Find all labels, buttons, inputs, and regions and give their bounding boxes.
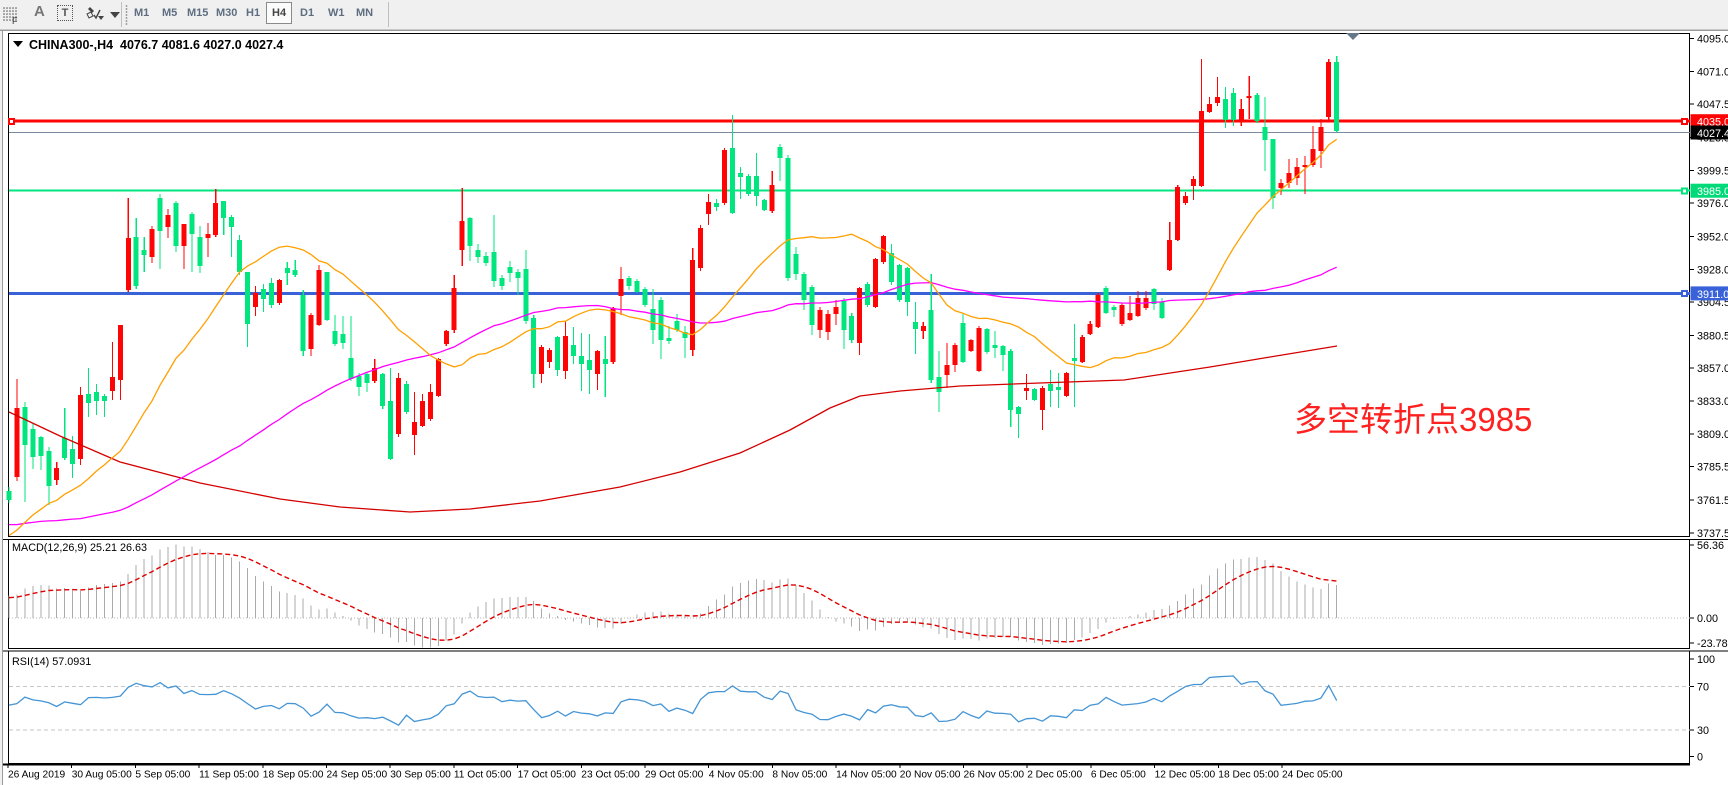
svg-text:CHINA300-,H4 4076.7 4081.6 40: CHINA300-,H4 4076.7 4081.6 4027.0 4027.4 [29, 38, 283, 52]
svg-text:RSI(14) 57.0931: RSI(14) 57.0931 [12, 656, 91, 668]
svg-text:3880.5: 3880.5 [1697, 330, 1728, 342]
svg-text:14 Nov 05:00: 14 Nov 05:00 [836, 770, 897, 781]
svg-text:30: 30 [1697, 725, 1709, 737]
svg-text:3911.0: 3911.0 [1697, 289, 1728, 301]
svg-text:4 Nov 05:00: 4 Nov 05:00 [709, 770, 764, 781]
svg-text:70: 70 [1697, 682, 1709, 694]
svg-text:24 Sep 05:00: 24 Sep 05:00 [327, 770, 388, 781]
svg-text:18 Dec 05:00: 18 Dec 05:00 [1218, 770, 1279, 781]
svg-text:12 Dec 05:00: 12 Dec 05:00 [1155, 770, 1216, 781]
svg-text:100: 100 [1697, 654, 1715, 666]
svg-text:4071.0: 4071.0 [1697, 67, 1728, 79]
svg-text:29 Oct 05:00: 29 Oct 05:00 [645, 770, 704, 781]
svg-text:6 Dec 05:00: 6 Dec 05:00 [1091, 770, 1146, 781]
svg-text:3928.0: 3928.0 [1697, 265, 1728, 277]
svg-text:4047.5: 4047.5 [1697, 99, 1728, 111]
svg-text:23 Oct 05:00: 23 Oct 05:00 [581, 770, 640, 781]
svg-text:3785.5: 3785.5 [1697, 462, 1728, 474]
svg-text:3809.0: 3809.0 [1697, 429, 1728, 441]
svg-text:多空转折点3985: 多空转折点3985 [1294, 401, 1532, 438]
svg-text:3857.0: 3857.0 [1697, 363, 1728, 375]
svg-text:MACD(12,26,9) 25.21 26.63: MACD(12,26,9) 25.21 26.63 [12, 542, 147, 554]
svg-text:18 Sep 05:00: 18 Sep 05:00 [263, 770, 324, 781]
svg-text:56.36: 56.36 [1697, 540, 1724, 552]
svg-text:2 Dec 05:00: 2 Dec 05:00 [1027, 770, 1082, 781]
svg-text:11 Oct 05:00: 11 Oct 05:00 [454, 770, 512, 781]
svg-text:F: F [12, 16, 18, 25]
svg-text:0: 0 [1697, 752, 1703, 764]
svg-text:5 Sep 05:00: 5 Sep 05:00 [135, 770, 190, 781]
svg-text:11 Sep 05:00: 11 Sep 05:00 [199, 770, 259, 781]
svg-text:3999.5: 3999.5 [1697, 166, 1728, 178]
svg-text:3737.5: 3737.5 [1697, 528, 1728, 540]
svg-text:0.00: 0.00 [1697, 613, 1718, 625]
svg-text:4095.0: 4095.0 [1697, 34, 1728, 46]
svg-text:17 Oct 05:00: 17 Oct 05:00 [518, 770, 577, 781]
svg-text:3833.0: 3833.0 [1697, 396, 1728, 408]
svg-text:-23.78: -23.78 [1697, 638, 1728, 650]
svg-text:24 Dec 05:00: 24 Dec 05:00 [1282, 770, 1343, 781]
svg-text:3761.5: 3761.5 [1697, 495, 1728, 507]
svg-text:8 Nov 05:00: 8 Nov 05:00 [772, 770, 827, 781]
svg-text:3985.0: 3985.0 [1697, 186, 1728, 198]
svg-text:26 Nov 05:00: 26 Nov 05:00 [964, 770, 1025, 781]
svg-text:3976.0: 3976.0 [1697, 198, 1728, 210]
svg-text:3952.0: 3952.0 [1697, 231, 1728, 243]
svg-text:20 Nov 05:00: 20 Nov 05:00 [900, 770, 961, 781]
svg-text:26 Aug 2019: 26 Aug 2019 [8, 770, 66, 781]
svg-text:30 Sep 05:00: 30 Sep 05:00 [390, 770, 451, 781]
svg-text:4027.4: 4027.4 [1697, 128, 1728, 140]
svg-text:30 Aug 05:00: 30 Aug 05:00 [72, 770, 132, 781]
